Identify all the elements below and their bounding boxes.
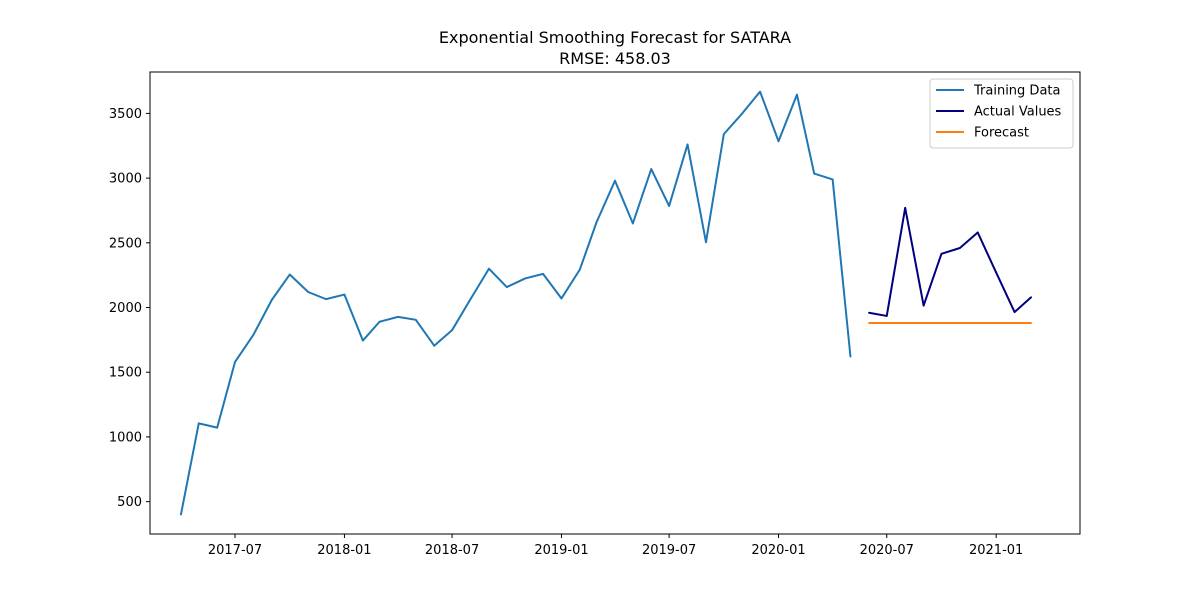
chart-title: Exponential Smoothing Forecast for SATAR… <box>439 28 791 47</box>
data-point <box>885 322 888 324</box>
data-point <box>868 311 870 314</box>
data-point <box>813 172 815 175</box>
data-point <box>995 322 997 324</box>
data-point <box>271 298 273 301</box>
data-point <box>252 333 255 336</box>
data-point <box>542 273 544 275</box>
data-point <box>1030 296 1033 298</box>
data-point <box>777 140 780 143</box>
series-1 <box>868 206 1033 317</box>
data-point <box>505 286 508 288</box>
legend: Training Data Actual Values Forecast <box>929 78 1074 149</box>
data-point <box>1013 311 1016 313</box>
data-point <box>560 297 563 300</box>
x-tick-label: 2019-07 <box>642 543 696 558</box>
data-point <box>469 298 472 300</box>
y-tick-label: 2500 <box>109 236 142 251</box>
y-tick-label: 2000 <box>109 301 142 316</box>
data-point <box>614 179 616 182</box>
data-point <box>650 168 653 170</box>
data-point <box>959 247 961 249</box>
data-point <box>415 319 417 321</box>
x-axis: 2017-07 2018-01 2018-07 2019-01 2019-07 2020-… <box>208 534 1023 558</box>
data-point <box>940 253 943 255</box>
data-point <box>885 315 888 317</box>
data-point <box>451 329 453 331</box>
y-tick-label: 1500 <box>109 366 142 381</box>
data-point <box>668 205 670 207</box>
x-tick-label: 2018-07 <box>425 543 479 558</box>
data-point <box>723 133 725 135</box>
x-tick-label: 2019-01 <box>534 543 588 558</box>
data-point <box>524 277 527 280</box>
data-point <box>868 322 870 324</box>
data-point <box>1013 322 1016 324</box>
data-point <box>595 221 598 223</box>
x-tick-label: 2020-01 <box>751 543 805 558</box>
legend-box <box>929 78 1074 149</box>
legend-label: Training Data <box>973 84 1060 99</box>
series-0 <box>179 90 852 516</box>
legend-label: Forecast <box>974 126 1029 141</box>
data-point <box>940 322 943 324</box>
data-point <box>922 322 925 324</box>
chart-subtitle: RMSE: 458.03 <box>559 49 671 68</box>
y-tick-label: 1000 <box>109 430 142 445</box>
data-point <box>180 513 182 516</box>
y-tick-label: 3000 <box>109 172 142 187</box>
data-point <box>705 241 707 243</box>
plot-frame <box>149 71 1081 535</box>
series-line <box>868 206 1032 317</box>
data-point <box>741 112 744 115</box>
data-point <box>959 322 961 324</box>
data-point <box>378 320 381 323</box>
data-point <box>325 298 327 300</box>
data-point <box>288 273 291 276</box>
data-point <box>362 339 364 342</box>
data-point <box>796 93 798 96</box>
data-point <box>488 267 490 270</box>
data-point <box>343 293 346 296</box>
data-point <box>307 291 309 293</box>
x-tick-label: 2021-01 <box>969 543 1023 558</box>
data-point <box>397 316 399 318</box>
data-point <box>433 344 436 347</box>
data-point <box>632 222 634 225</box>
y-axis: 500 1000 1500 2000 2500 3000 3500 <box>109 107 150 510</box>
data-point <box>922 304 925 307</box>
data-point <box>1030 322 1033 324</box>
x-tick-label: 2020-07 <box>860 543 914 558</box>
data-point <box>579 268 581 271</box>
data-point <box>197 422 200 425</box>
data-point <box>849 355 852 358</box>
y-tick-label: 500 <box>117 495 142 510</box>
data-point <box>995 271 997 274</box>
data-point <box>831 178 834 181</box>
data-point <box>759 90 761 93</box>
series-line <box>179 90 852 515</box>
data-point <box>904 322 906 324</box>
data-point <box>216 426 218 429</box>
x-tick-label: 2018-01 <box>317 543 371 558</box>
data-point <box>686 143 689 146</box>
legend-label: Actual Values <box>974 105 1062 120</box>
data-point <box>904 207 906 209</box>
data-point <box>976 322 979 324</box>
y-tick-label: 3500 <box>109 107 142 122</box>
series-layer <box>179 90 1033 516</box>
data-point <box>234 361 236 363</box>
series-2 <box>868 322 1033 325</box>
x-tick-label: 2017-07 <box>208 543 262 558</box>
data-point <box>976 231 979 234</box>
